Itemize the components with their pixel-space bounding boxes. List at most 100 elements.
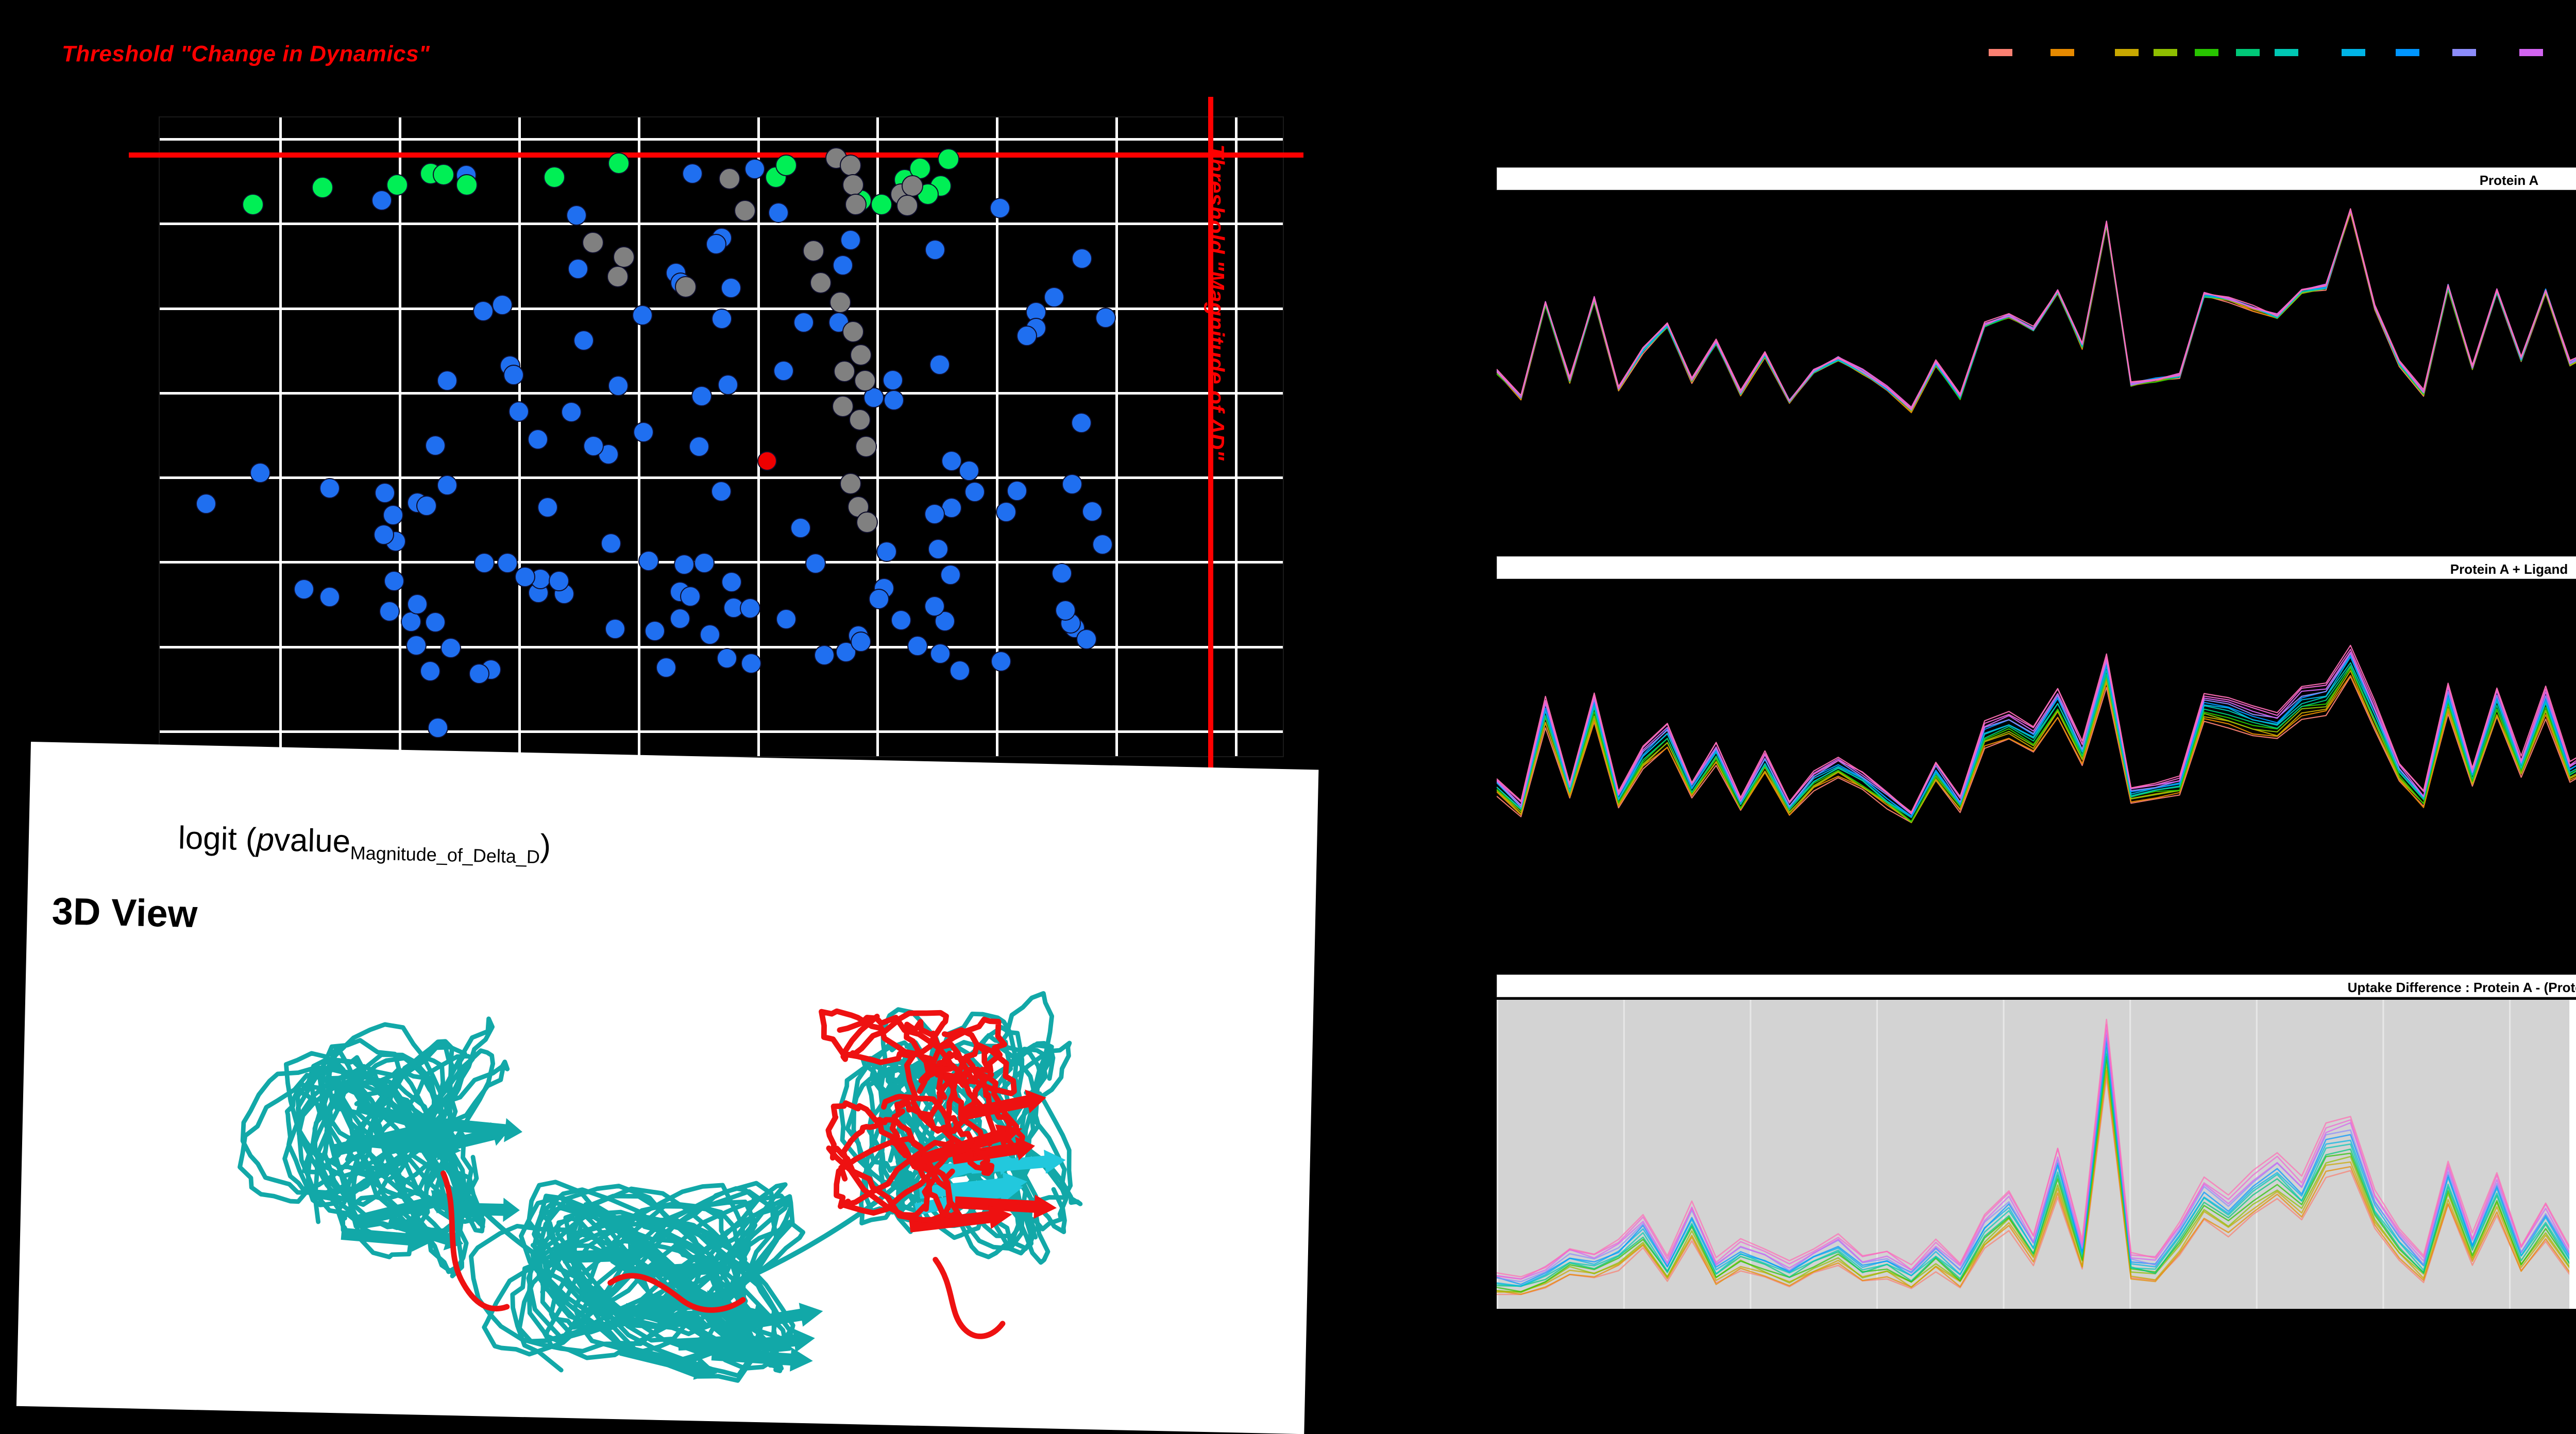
legend-swatch-2[interactable] bbox=[2050, 49, 2074, 56]
volcano-data-point[interactable] bbox=[959, 460, 980, 481]
3d-view-panel[interactable]: logit (pvalueMagnitude_of_Delta_D) 3D Vi… bbox=[16, 742, 1319, 1434]
volcano-data-point[interactable] bbox=[680, 586, 701, 607]
volcano-data-point[interactable] bbox=[601, 533, 622, 554]
volcano-data-point[interactable] bbox=[433, 164, 454, 185]
uptake-series-line[interactable] bbox=[1497, 635, 2576, 812]
volcano-data-point[interactable] bbox=[383, 504, 404, 525]
volcano-data-point[interactable] bbox=[711, 481, 732, 502]
volcano-data-point[interactable] bbox=[699, 624, 720, 645]
volcano-data-point[interactable] bbox=[515, 566, 536, 587]
volcano-data-point[interactable] bbox=[706, 233, 727, 254]
volcano-data-point[interactable] bbox=[1055, 600, 1076, 621]
volcano-data-point[interactable] bbox=[832, 255, 853, 276]
volcano-data-point[interactable] bbox=[949, 660, 970, 681]
volcano-data-point[interactable] bbox=[1052, 562, 1073, 584]
volcano-data-point[interactable] bbox=[757, 451, 777, 471]
uptake-series-line[interactable] bbox=[1497, 1078, 2576, 1294]
volcano-data-point[interactable] bbox=[775, 609, 796, 630]
volcano-data-point[interactable] bbox=[989, 198, 1010, 219]
volcano-data-point[interactable] bbox=[386, 174, 408, 196]
volcano-data-point[interactable] bbox=[682, 163, 703, 184]
volcano-data-point[interactable] bbox=[871, 194, 892, 215]
volcano-data-point[interactable] bbox=[250, 463, 270, 483]
volcano-data-point[interactable] bbox=[561, 402, 582, 423]
chart-uptake-difference-canvas[interactable] bbox=[1497, 998, 2576, 1309]
legend-swatch-1[interactable] bbox=[1989, 49, 2012, 56]
volcano-data-point[interactable] bbox=[832, 396, 854, 417]
volcano-data-point[interactable] bbox=[1092, 534, 1113, 555]
volcano-data-point[interactable] bbox=[607, 266, 629, 287]
volcano-data-point[interactable] bbox=[549, 571, 569, 591]
uptake-series-line[interactable] bbox=[1497, 1067, 2576, 1292]
volcano-data-point[interactable] bbox=[907, 635, 928, 656]
volcano-data-point[interactable] bbox=[242, 194, 264, 215]
volcano-data-point[interactable] bbox=[842, 174, 864, 196]
volcano-data-point[interactable] bbox=[420, 661, 440, 681]
volcano-data-point[interactable] bbox=[896, 195, 918, 216]
volcano-data-point[interactable] bbox=[1007, 480, 1028, 501]
uptake-series-line[interactable] bbox=[1497, 1057, 2576, 1292]
volcano-data-point[interactable] bbox=[775, 155, 797, 176]
legend-swatch-11[interactable] bbox=[2519, 49, 2543, 56]
volcano-data-point[interactable] bbox=[902, 175, 923, 197]
uptake-series-line[interactable] bbox=[1497, 656, 2576, 822]
volcano-data-point[interactable] bbox=[644, 620, 665, 641]
volcano-data-point[interactable] bbox=[655, 657, 676, 678]
volcano-data-point[interactable] bbox=[319, 587, 341, 608]
legend-swatch-3[interactable] bbox=[2115, 49, 2139, 56]
uptake-series-line[interactable] bbox=[1497, 669, 2576, 823]
volcano-data-point[interactable] bbox=[544, 166, 565, 188]
legend-swatch-5[interactable] bbox=[2195, 49, 2218, 56]
volcano-data-point[interactable] bbox=[528, 429, 549, 450]
volcano-data-point[interactable] bbox=[845, 194, 867, 215]
volcano-data-point[interactable] bbox=[814, 644, 835, 665]
volcano-data-point[interactable] bbox=[929, 354, 951, 375]
volcano-data-point[interactable] bbox=[711, 309, 733, 330]
volcano-data-point[interactable] bbox=[773, 361, 794, 382]
volcano-data-point[interactable] bbox=[842, 321, 864, 343]
volcano-data-point[interactable] bbox=[856, 511, 878, 533]
volcano-data-point[interactable] bbox=[425, 612, 446, 633]
volcano-data-point[interactable] bbox=[436, 370, 457, 391]
uptake-series-line[interactable] bbox=[1497, 658, 2576, 823]
volcano-data-point[interactable] bbox=[293, 578, 314, 600]
volcano-data-point[interactable] bbox=[995, 502, 1016, 523]
volcano-data-point[interactable] bbox=[854, 370, 876, 391]
volcano-data-point[interactable] bbox=[924, 596, 945, 617]
chart-uptake-difference[interactable]: Uptake Difference : Protein A - (Protein… bbox=[1497, 975, 2576, 1309]
volcano-data-point[interactable] bbox=[890, 610, 911, 631]
volcano-data-point[interactable] bbox=[436, 475, 457, 496]
legend-swatch-4[interactable] bbox=[2154, 49, 2177, 56]
volcano-data-point[interactable] bbox=[379, 601, 400, 622]
volcano-data-point[interactable] bbox=[675, 276, 697, 298]
volcano-data-point[interactable] bbox=[810, 272, 832, 294]
volcano-data-point[interactable] bbox=[790, 517, 811, 538]
volcano-data-point[interactable] bbox=[691, 385, 713, 406]
uptake-series-line[interactable] bbox=[1497, 654, 2576, 816]
volcano-data-point[interactable] bbox=[883, 370, 904, 391]
volcano-data-point[interactable] bbox=[440, 638, 461, 658]
legend-swatch-9[interactable] bbox=[2396, 49, 2419, 56]
uptake-series-line[interactable] bbox=[1497, 1030, 2576, 1279]
volcano-data-point[interactable] bbox=[1061, 473, 1082, 494]
volcano-data-point[interactable] bbox=[582, 232, 604, 253]
volcano-data-point[interactable] bbox=[834, 361, 855, 382]
volcano-data-point[interactable] bbox=[428, 718, 448, 738]
volcano-data-point[interactable] bbox=[868, 588, 889, 609]
volcano-data-point[interactable] bbox=[991, 651, 1012, 672]
volcano-data-point[interactable] bbox=[741, 653, 762, 674]
volcano-data-point[interactable] bbox=[196, 493, 216, 514]
chart-protein-a-ligand[interactable]: Protein A + Ligand bbox=[1497, 556, 2576, 834]
volcano-data-point[interactable] bbox=[613, 246, 635, 268]
volcano-plot-area[interactable] bbox=[129, 97, 1303, 777]
legend-swatch-10[interactable] bbox=[2452, 49, 2476, 56]
volcano-data-point[interactable] bbox=[1082, 501, 1103, 522]
volcano-data-point[interactable] bbox=[508, 401, 529, 422]
volcano-data-point[interactable] bbox=[503, 365, 524, 386]
volcano-data-point[interactable] bbox=[474, 553, 495, 573]
volcano-data-point[interactable] bbox=[805, 553, 826, 574]
volcano-data-point[interactable] bbox=[670, 608, 691, 629]
volcano-data-point[interactable] bbox=[492, 295, 513, 316]
uptake-series-line[interactable] bbox=[1497, 1042, 2576, 1286]
volcano-data-point[interactable] bbox=[469, 663, 489, 684]
